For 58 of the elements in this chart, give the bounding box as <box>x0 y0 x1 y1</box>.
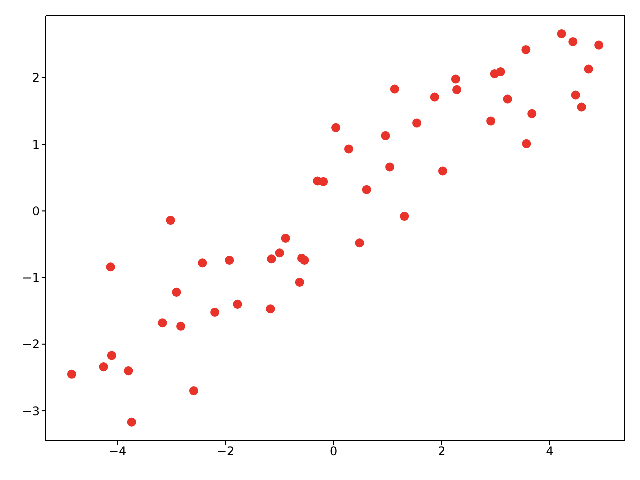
point <box>344 144 354 154</box>
point <box>300 256 310 265</box>
point <box>571 90 580 100</box>
y-tick-label: 0 <box>32 204 40 218</box>
y-tick-label: 1 <box>32 138 40 152</box>
y-tick-label: −1 <box>22 271 40 286</box>
point <box>412 118 422 128</box>
point <box>400 212 410 222</box>
point <box>486 116 496 126</box>
point <box>452 85 462 94</box>
point <box>438 166 448 176</box>
point <box>107 351 116 360</box>
point <box>99 362 108 372</box>
point <box>584 64 594 74</box>
point <box>266 304 276 314</box>
point <box>106 262 116 272</box>
point <box>496 67 506 76</box>
point <box>166 216 176 226</box>
point <box>362 185 372 194</box>
point <box>332 123 341 132</box>
point <box>381 131 390 140</box>
x-tick-label: 4 <box>546 444 554 459</box>
point <box>124 366 134 376</box>
y-tick-label: 2 <box>32 71 40 86</box>
y-tick-label: −3 <box>22 404 40 418</box>
x-tick-label: −2 <box>217 444 235 459</box>
point <box>522 45 531 54</box>
point <box>198 258 208 268</box>
point <box>67 370 76 379</box>
x-tick-label: 2 <box>438 444 446 459</box>
point <box>127 418 136 427</box>
point <box>189 386 199 396</box>
point <box>275 248 284 258</box>
point <box>225 256 234 265</box>
point <box>386 162 395 172</box>
point <box>577 102 586 112</box>
point <box>176 322 186 331</box>
point <box>158 318 168 328</box>
point <box>557 29 566 38</box>
point <box>267 254 276 264</box>
point <box>430 92 440 102</box>
point <box>594 40 604 50</box>
y-tick-label: −2 <box>22 338 40 352</box>
x-tick-label: −4 <box>108 444 127 459</box>
point <box>210 308 220 317</box>
point <box>528 109 537 118</box>
point <box>503 94 512 104</box>
point <box>172 288 182 297</box>
point <box>355 238 364 248</box>
x-tick-label: 0 <box>330 444 338 459</box>
point <box>233 300 242 309</box>
point <box>568 37 578 46</box>
point <box>451 74 460 84</box>
point <box>319 177 328 186</box>
point <box>390 84 400 94</box>
point <box>281 234 290 243</box>
point <box>522 139 532 148</box>
point <box>295 278 304 287</box>
